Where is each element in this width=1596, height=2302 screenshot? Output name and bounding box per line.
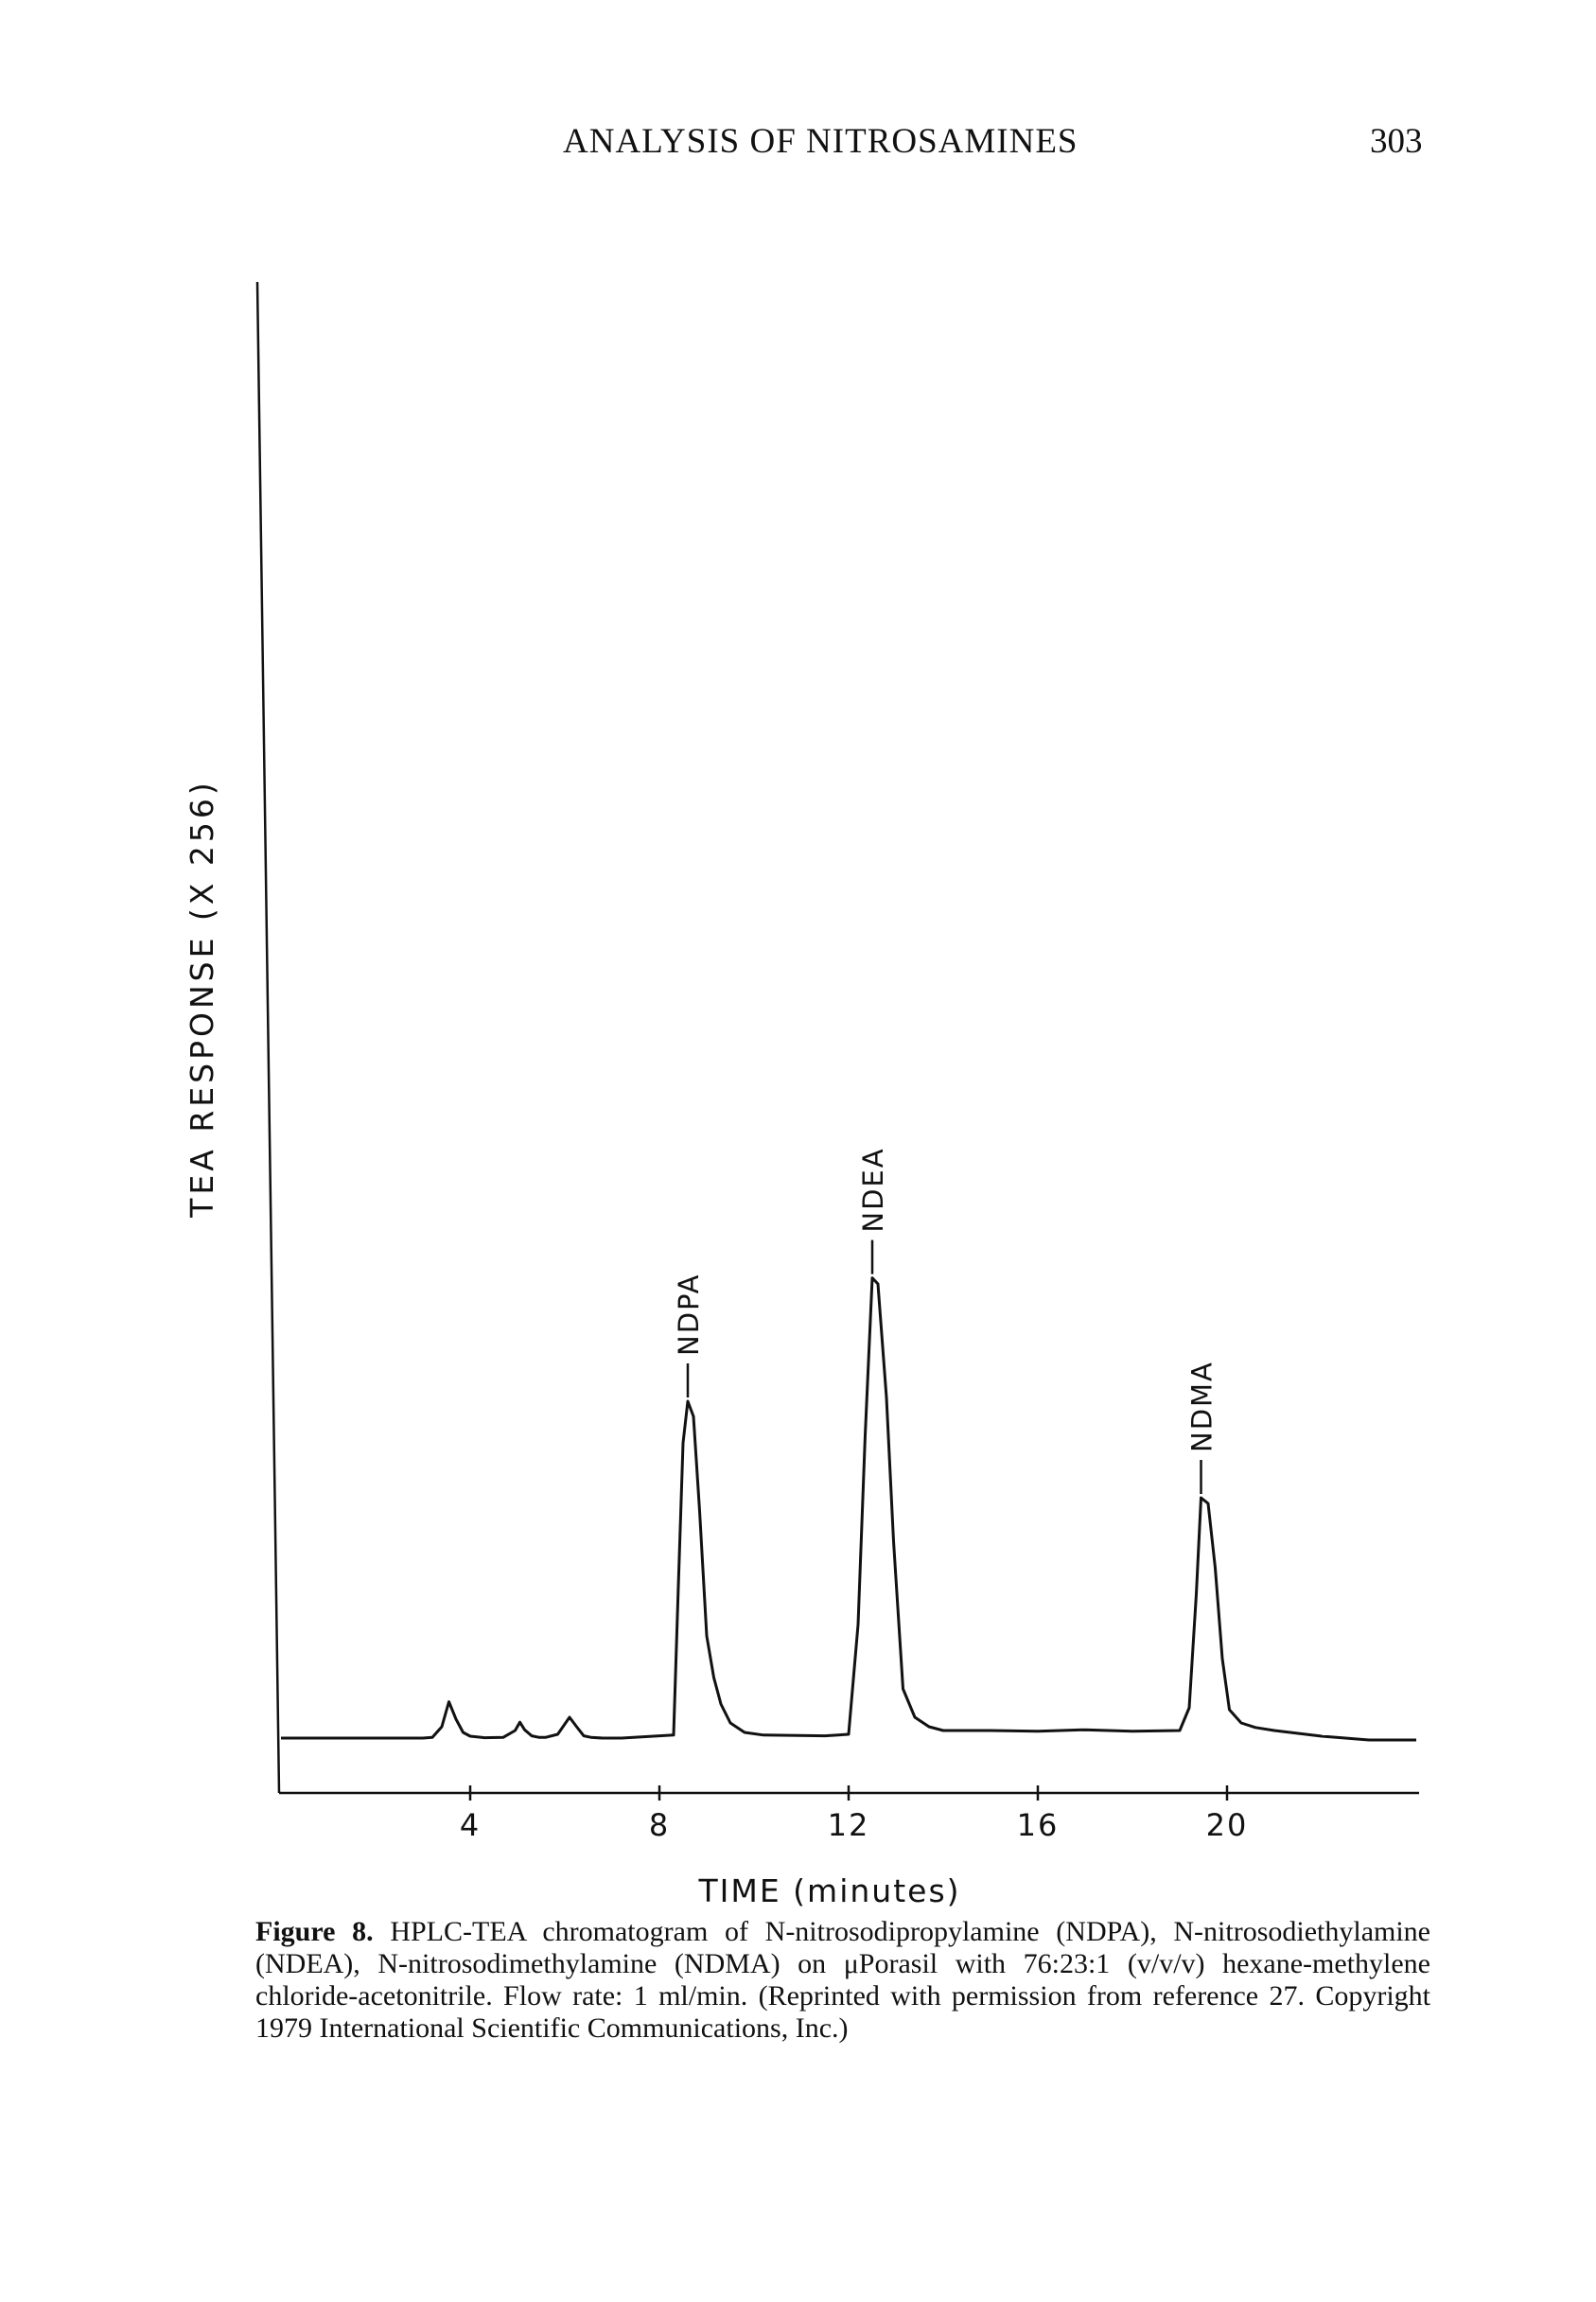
running-header-title: ANALYSIS OF NITROSAMINES [563, 122, 1079, 161]
figure-caption: Figure 8. HPLC-TEA chromatogram of N-nit… [255, 1916, 1430, 2045]
y-axis-label: TEA RESPONSE (X 256) [184, 779, 220, 1218]
peak-label-ndpa: NDPA [673, 1274, 705, 1357]
x-tick-label: 12 [828, 1807, 870, 1843]
x-tick-label: 8 [649, 1807, 670, 1843]
page-number: 303 [1370, 122, 1423, 161]
peak-label-ndma: NDMA [1186, 1361, 1219, 1452]
x-tick-label: 16 [1017, 1807, 1060, 1843]
peak-label-ndea: NDEA [857, 1147, 889, 1232]
x-tick-label: 4 [460, 1807, 481, 1843]
caption-lead: Figure 8. [255, 1916, 374, 1947]
x-tick-label: 20 [1206, 1807, 1249, 1843]
y-axis-line [255, 281, 281, 1794]
chromatogram-trace [281, 1276, 1416, 1742]
x-axis-label: TIME (minutes) [697, 1872, 960, 1909]
caption-text: HPLC-TEA chromatogram of N-nitrosodiprop… [255, 1916, 1431, 2044]
